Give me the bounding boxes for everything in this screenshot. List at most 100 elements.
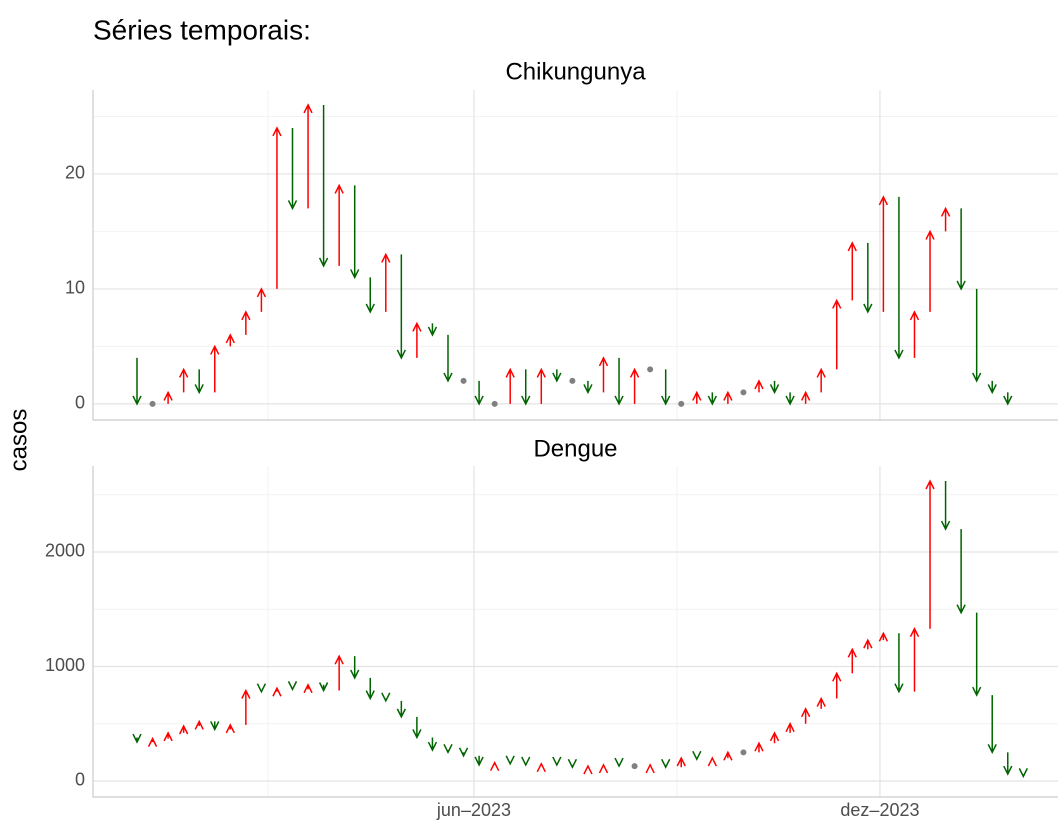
change-arrow: [552, 756, 562, 767]
change-arrow: [583, 380, 593, 395]
change-arrow: [350, 656, 360, 680]
change-arrow: [210, 721, 220, 732]
change-arrow: [1003, 752, 1013, 776]
axis-line: [92, 90, 1058, 421]
change-arrow: [692, 750, 702, 761]
change-arrow: [350, 185, 360, 280]
change-arrow: [552, 369, 562, 383]
change-arrow: [878, 195, 889, 312]
change-arrow: [505, 367, 515, 404]
change-arrow: [925, 479, 935, 629]
change-arrow: [210, 344, 220, 393]
change-arrow: [940, 480, 951, 531]
change-arrow: [241, 688, 251, 725]
change-arrow: [707, 756, 718, 767]
change-arrow: [241, 310, 251, 335]
change-arrow: [863, 242, 873, 314]
change-arrow: [769, 380, 780, 395]
change-arrow: [816, 367, 826, 393]
y-tick-label: 0: [75, 770, 85, 790]
change-arrow: [816, 696, 826, 709]
change-arrow: [645, 763, 655, 774]
change-arrow: [909, 627, 920, 692]
change-arrow: [163, 390, 173, 404]
change-arrow: [381, 692, 391, 703]
change-arrow: [272, 686, 282, 697]
change-arrow: [598, 763, 609, 774]
change-arrow: [132, 733, 142, 744]
change-arrow: [365, 277, 375, 314]
change-arrow: [474, 380, 484, 406]
x-tick-label: dez–2023: [840, 800, 919, 820]
change-arrow: [287, 127, 298, 211]
change-arrow: [178, 724, 189, 735]
change-arrow: [894, 633, 904, 694]
change-arrow: [489, 760, 500, 771]
change-arrow: [178, 367, 189, 393]
change-arrow: [987, 380, 997, 395]
change-arrow: [800, 390, 811, 404]
change-arrow: [225, 333, 235, 347]
change-arrow: [163, 731, 173, 742]
change-arrow: [381, 252, 391, 312]
change-arrow: [925, 229, 935, 312]
change-arrow: [972, 612, 982, 697]
change-arrow: [692, 390, 702, 404]
change-arrow: [629, 367, 640, 404]
change-arrow: [863, 638, 873, 650]
change-arrow: [598, 356, 609, 393]
change-arrow: [987, 695, 997, 755]
y-axis-label: casos: [5, 409, 32, 472]
change-arrow: [800, 707, 811, 724]
change-arrow: [396, 700, 407, 719]
change-arrow: [676, 756, 686, 768]
no-change-dot: [149, 400, 156, 407]
change-arrow: [614, 357, 624, 406]
change-arrow: [256, 683, 267, 694]
change-arrow: [194, 369, 204, 395]
no-change-dot: [740, 389, 747, 396]
no-change-dot: [740, 749, 747, 756]
change-arrow: [785, 722, 795, 733]
x-tick-label: jun–2023: [436, 800, 511, 820]
change-arrow: [894, 196, 904, 360]
change-arrow: [754, 379, 764, 393]
change-arrow: [505, 755, 515, 766]
no-change-dot: [491, 400, 498, 407]
change-arrow: [583, 764, 593, 775]
y-tick-label: 10: [65, 278, 85, 298]
change-arrow: [132, 357, 142, 406]
change-arrow: [847, 647, 857, 674]
change-arrow: [147, 736, 158, 747]
change-arrow: [536, 762, 546, 773]
change-arrow: [567, 758, 578, 769]
change-arrow: [521, 756, 531, 767]
change-arrow: [443, 744, 453, 755]
change-arrow: [832, 298, 842, 370]
no-change-dot: [678, 400, 685, 407]
change-arrow: [396, 254, 407, 360]
change-arrow: [614, 757, 624, 768]
page-title: Séries temporais:: [93, 14, 311, 45]
change-arrow: [443, 334, 453, 383]
no-change-dot: [647, 366, 654, 373]
change-arrow: [303, 103, 313, 209]
change-arrow: [303, 683, 313, 694]
axis-line: [92, 466, 1058, 798]
change-arrow: [1003, 392, 1013, 406]
change-arrow: [427, 737, 438, 752]
change-arrow: [832, 671, 842, 699]
change-arrow: [318, 682, 329, 693]
change-arrow: [334, 183, 344, 266]
change-arrow: [287, 681, 298, 692]
change-arrow: [909, 310, 920, 358]
no-change-dot: [631, 763, 638, 770]
change-arrow: [474, 755, 484, 767]
y-tick-label: 20: [65, 163, 85, 183]
change-arrow: [769, 731, 780, 744]
change-arrow: [972, 288, 982, 383]
change-arrow: [661, 369, 671, 406]
change-arrow: [707, 392, 718, 406]
change-arrow: [365, 677, 375, 701]
